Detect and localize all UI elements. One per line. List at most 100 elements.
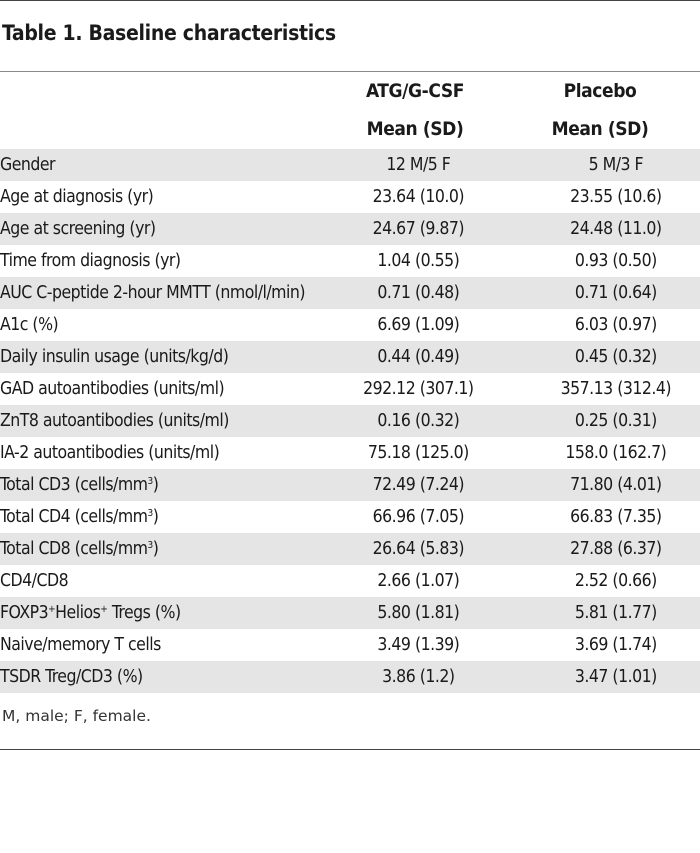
table-row: Total CD8 (cells/mm3) 26.64 (5.83) 27.88 (… [0, 533, 700, 565]
row-label-text: Total CD8 (cells/mm [0, 539, 148, 559]
column-header-atg-group: ATG/G-CSF [365, 80, 465, 102]
row-label-suffix: ) [152, 475, 159, 495]
cell-atg-value: 292.12 (307.1) [363, 379, 474, 399]
cell-atg-value: 3.86 (1.2) [382, 667, 455, 687]
row-label-text: IA-2 autoantibodies (units/ml) [0, 443, 220, 463]
cell-placebo-value: 3.69 (1.74) [574, 635, 657, 655]
table-body: Gender 12 M/5 F 5 M/3 F Age at diagnosis (y… [0, 149, 700, 693]
row-label: ZnT8 autoantibodies (units/ml) [0, 405, 305, 437]
cell-placebo-value: 66.83 (7.35) [570, 507, 662, 527]
row-label: FOXP3+Helios+ Tregs (%) [0, 597, 305, 629]
row-label-text: AUC C-peptide 2-hour MMTT (nmol/l/min) [0, 283, 306, 303]
table-row: Age at screening (yr) 24.67 (9.87) 24.48 (… [0, 213, 700, 245]
row-label: CD4/CD8 [0, 565, 305, 597]
row-label-text: Total CD3 (cells/mm [0, 475, 148, 495]
row-label-text: GAD autoantibodies (units/ml) [0, 379, 225, 399]
cell-atg-value: 66.96 (7.05) [372, 507, 465, 527]
table-row: Gender 12 M/5 F 5 M/3 F [0, 149, 700, 181]
row-label-text: Daily insulin usage (units/kg/d) [0, 347, 229, 367]
cell-placebo-value: 0.71 (0.64) [574, 283, 657, 303]
baseline-table: Gender 12 M/5 F 5 M/3 F Age at diagnosis (y… [0, 149, 700, 693]
table-row: FOXP3+Helios+ Tregs (%) 5.80 (1.81) 5.81 (… [0, 597, 700, 629]
cell-placebo-value: 23.55 (10.6) [570, 187, 662, 207]
table-row: Total CD4 (cells/mm3) 66.96 (7.05) 66.83 (… [0, 501, 700, 533]
cell-placebo-value: 0.93 (0.50) [574, 251, 657, 271]
row-label: Time from diagnosis (yr) [0, 245, 305, 277]
cell-atg-value: 1.04 (0.55) [377, 251, 460, 271]
row-label-suffix: Helios [55, 603, 101, 623]
cell-placebo-value: 0.25 (0.31) [574, 411, 657, 431]
column-header-atg-stat: Mean (SD) [366, 118, 464, 140]
cell-atg-value: 23.64 (10.0) [372, 187, 465, 207]
cell-atg-value: 12 M/5 F [386, 155, 451, 175]
table-row: AUC C-peptide 2-hour MMTT (nmol/l/min) 0.… [0, 277, 700, 309]
row-label-text: Naive/memory T cells [0, 635, 161, 655]
table-row: Age at diagnosis (yr) 23.64 (10.0) 23.55 (… [0, 181, 700, 213]
row-label: A1c (%) [0, 309, 305, 341]
table-row: A1c (%) 6.69 (1.09) 6.03 (0.97) [0, 309, 700, 341]
row-label-suffix: ) [152, 507, 159, 527]
row-label-superscript: 3 [147, 508, 154, 519]
table-row: IA-2 autoantibodies (units/ml) 75.18 (125… [0, 437, 700, 469]
cell-atg-value: 26.64 (5.83) [372, 539, 465, 559]
row-label-superscript: + [48, 604, 56, 615]
table-row: Time from diagnosis (yr) 1.04 (0.55) 0.93 … [0, 245, 700, 277]
row-label: Total CD3 (cells/mm3) [0, 469, 305, 501]
row-label-text: ZnT8 autoantibodies (units/ml) [0, 411, 229, 431]
row-label-superscript: 3 [147, 540, 154, 551]
table-footnote: M, male; F, female. [2, 707, 151, 725]
cell-placebo-value: 2.52 (0.66) [574, 571, 657, 591]
cell-atg-value: 0.71 (0.48) [377, 283, 460, 303]
table-row: Total CD3 (cells/mm3) 72.49 (7.24) 71.80 (… [0, 469, 700, 501]
cell-placebo-value: 3.47 (1.01) [574, 667, 657, 687]
table-row: Naive/memory T cells 3.49 (1.39) 3.69 (1.7… [0, 629, 700, 661]
row-label-text: CD4/CD8 [0, 571, 69, 591]
row-label-suffix: ) [152, 539, 159, 559]
cell-atg-value: 75.18 (125.0) [367, 443, 469, 463]
row-label: AUC C-peptide 2-hour MMTT (nmol/l/min) [0, 277, 306, 309]
row-label-text: Age at screening (yr) [0, 219, 156, 239]
cell-placebo-value: 357.13 (312.4) [560, 379, 672, 399]
table-row: CD4/CD8 2.66 (1.07) 2.52 (0.66) [0, 565, 700, 597]
row-label-text: Time from diagnosis (yr) [0, 251, 181, 271]
row-label: Age at diagnosis (yr) [0, 181, 305, 213]
row-label: Gender [0, 149, 305, 181]
cell-placebo-value: 158.0 (162.7) [565, 443, 667, 463]
row-label-text: Gender [0, 155, 56, 175]
row-label-text: Age at diagnosis (yr) [0, 187, 154, 207]
cell-placebo-value: 24.48 (11.0) [570, 219, 662, 239]
row-label: GAD autoantibodies (units/ml) [0, 373, 305, 405]
cell-placebo-value: 0.45 (0.32) [574, 347, 657, 367]
cell-placebo-value: 5 M/3 F [588, 155, 644, 175]
cell-atg-value: 0.44 (0.49) [377, 347, 460, 367]
cell-atg-value: 0.16 (0.32) [377, 411, 460, 431]
row-label: Total CD4 (cells/mm3) [0, 501, 305, 533]
row-label-suffix: Tregs (%) [107, 603, 181, 623]
cell-placebo-value: 71.80 (4.01) [570, 475, 662, 495]
table-title: Table 1. Baseline characteristics [2, 21, 336, 45]
table-row: Daily insulin usage (units/kg/d) 0.44 (0.… [0, 341, 700, 373]
cell-atg-value: 6.69 (1.09) [377, 315, 460, 335]
table-row: TSDR Treg/CD3 (%) 3.86 (1.2) 3.47 (1.01) [0, 661, 700, 693]
table-frame [0, 0, 700, 750]
table-row: ZnT8 autoantibodies (units/ml) 0.16 (0.32… [0, 405, 700, 437]
row-label: Daily insulin usage (units/kg/d) [0, 341, 305, 373]
cell-placebo-value: 5.81 (1.77) [574, 603, 657, 623]
row-label-superscript: + [100, 604, 108, 615]
row-label: IA-2 autoantibodies (units/ml) [0, 437, 305, 469]
row-label-text: FOXP3 [0, 603, 49, 623]
row-label-superscript: 3 [147, 476, 154, 487]
column-header-placebo-group: Placebo [563, 80, 637, 102]
cell-placebo-value: 6.03 (0.97) [574, 315, 657, 335]
row-label-text: Total CD4 (cells/mm [0, 507, 148, 527]
header-rule [0, 71, 700, 72]
cell-atg-value: 3.49 (1.39) [377, 635, 460, 655]
cell-atg-value: 5.80 (1.81) [377, 603, 460, 623]
cell-placebo-value: 27.88 (6.37) [570, 539, 662, 559]
column-header-placebo-stat: Mean (SD) [551, 118, 649, 140]
row-label: Age at screening (yr) [0, 213, 305, 245]
row-label-text: TSDR Treg/CD3 (%) [0, 667, 143, 687]
row-label: TSDR Treg/CD3 (%) [0, 661, 305, 693]
row-label-text: A1c (%) [0, 315, 59, 335]
table-row: GAD autoantibodies (units/ml) 292.12 (307… [0, 373, 700, 405]
